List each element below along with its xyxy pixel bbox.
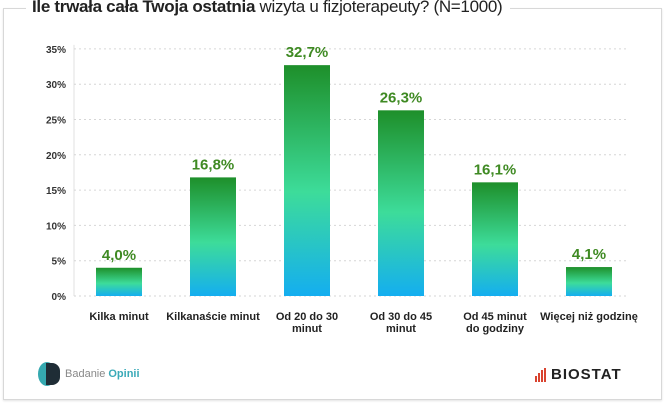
bar [190,177,236,296]
x-tick-label: minut [292,323,322,335]
x-tick-label: do godziny [466,323,525,335]
x-tick-label: Od 45 minut [463,311,527,323]
data-label: 4,0% [102,247,136,264]
bar [284,65,330,296]
y-tick-label: 0% [52,292,67,303]
logo-mark-icon [38,362,62,386]
y-tick-label: 25% [46,116,66,127]
badanie-opinii-logo: Badanie Opinii [38,362,140,386]
bar [566,267,612,296]
title-rest: wizyta u fizjoterapeuty? (N=1000) [255,0,503,16]
data-label: 26,3% [380,89,423,106]
biostat-text: BIOSTAT [551,366,622,383]
x-tick-label: minut [386,323,416,335]
x-tick-label: Od 20 do 30 [276,311,338,323]
y-tick-label: 5% [52,257,67,268]
y-tick-label: 30% [46,80,66,91]
chart-title: Ile trwała cała Twoja ostatnia wizyta u … [26,0,511,17]
data-label: 16,1% [474,161,517,178]
logo-text-a: Badanie [65,368,106,380]
y-tick-label: 10% [46,221,66,232]
bar [378,110,424,297]
biostat-logo: BIOSTAT [535,366,622,383]
x-tick-label: Kilkanaście minut [166,311,260,323]
data-label: 32,7% [286,44,329,61]
y-tick-label: 15% [46,186,66,197]
x-tick-label: Od 30 do 45 [370,311,432,323]
bar [96,267,142,296]
title-bold: Ile trwała cała Twoja ostatnia [32,0,256,16]
bars-icon [535,368,546,382]
y-tick-label: 20% [46,151,66,162]
data-label: 4,1% [572,246,606,263]
y-tick-label: 35% [46,45,66,56]
bar [472,182,518,296]
x-tick-label: Kilka minut [89,311,149,323]
x-tick-label: Więcej niż godzinę [540,311,638,323]
data-label: 16,8% [192,156,235,173]
logo-text-b: Opinii [108,368,140,380]
